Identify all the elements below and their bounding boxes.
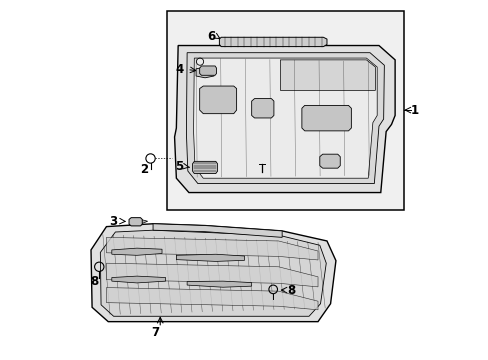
Polygon shape xyxy=(129,218,142,226)
Polygon shape xyxy=(186,53,384,184)
Polygon shape xyxy=(112,248,162,255)
Polygon shape xyxy=(193,58,376,178)
Polygon shape xyxy=(142,220,147,224)
Text: 4: 4 xyxy=(175,63,183,76)
Polygon shape xyxy=(251,99,273,118)
Polygon shape xyxy=(196,67,214,78)
Polygon shape xyxy=(192,161,217,174)
Polygon shape xyxy=(112,276,165,283)
Text: 2: 2 xyxy=(140,163,148,176)
Text: 6: 6 xyxy=(206,30,215,43)
Text: 1: 1 xyxy=(410,104,418,117)
Text: 7: 7 xyxy=(151,326,159,339)
Polygon shape xyxy=(219,37,326,46)
Polygon shape xyxy=(187,281,251,287)
Polygon shape xyxy=(199,66,216,75)
Polygon shape xyxy=(91,224,335,321)
Polygon shape xyxy=(301,105,351,131)
Text: 8: 8 xyxy=(90,275,98,288)
Polygon shape xyxy=(106,263,317,287)
Text: 3: 3 xyxy=(109,215,117,228)
Polygon shape xyxy=(100,230,325,316)
Polygon shape xyxy=(280,60,375,90)
Polygon shape xyxy=(106,237,317,260)
Polygon shape xyxy=(153,224,282,237)
Polygon shape xyxy=(106,288,317,310)
Polygon shape xyxy=(319,154,340,168)
Polygon shape xyxy=(199,86,236,114)
Text: 5: 5 xyxy=(174,160,183,173)
Polygon shape xyxy=(176,254,244,261)
Text: 8: 8 xyxy=(287,284,295,297)
Bar xyxy=(167,12,403,211)
Polygon shape xyxy=(174,45,394,193)
